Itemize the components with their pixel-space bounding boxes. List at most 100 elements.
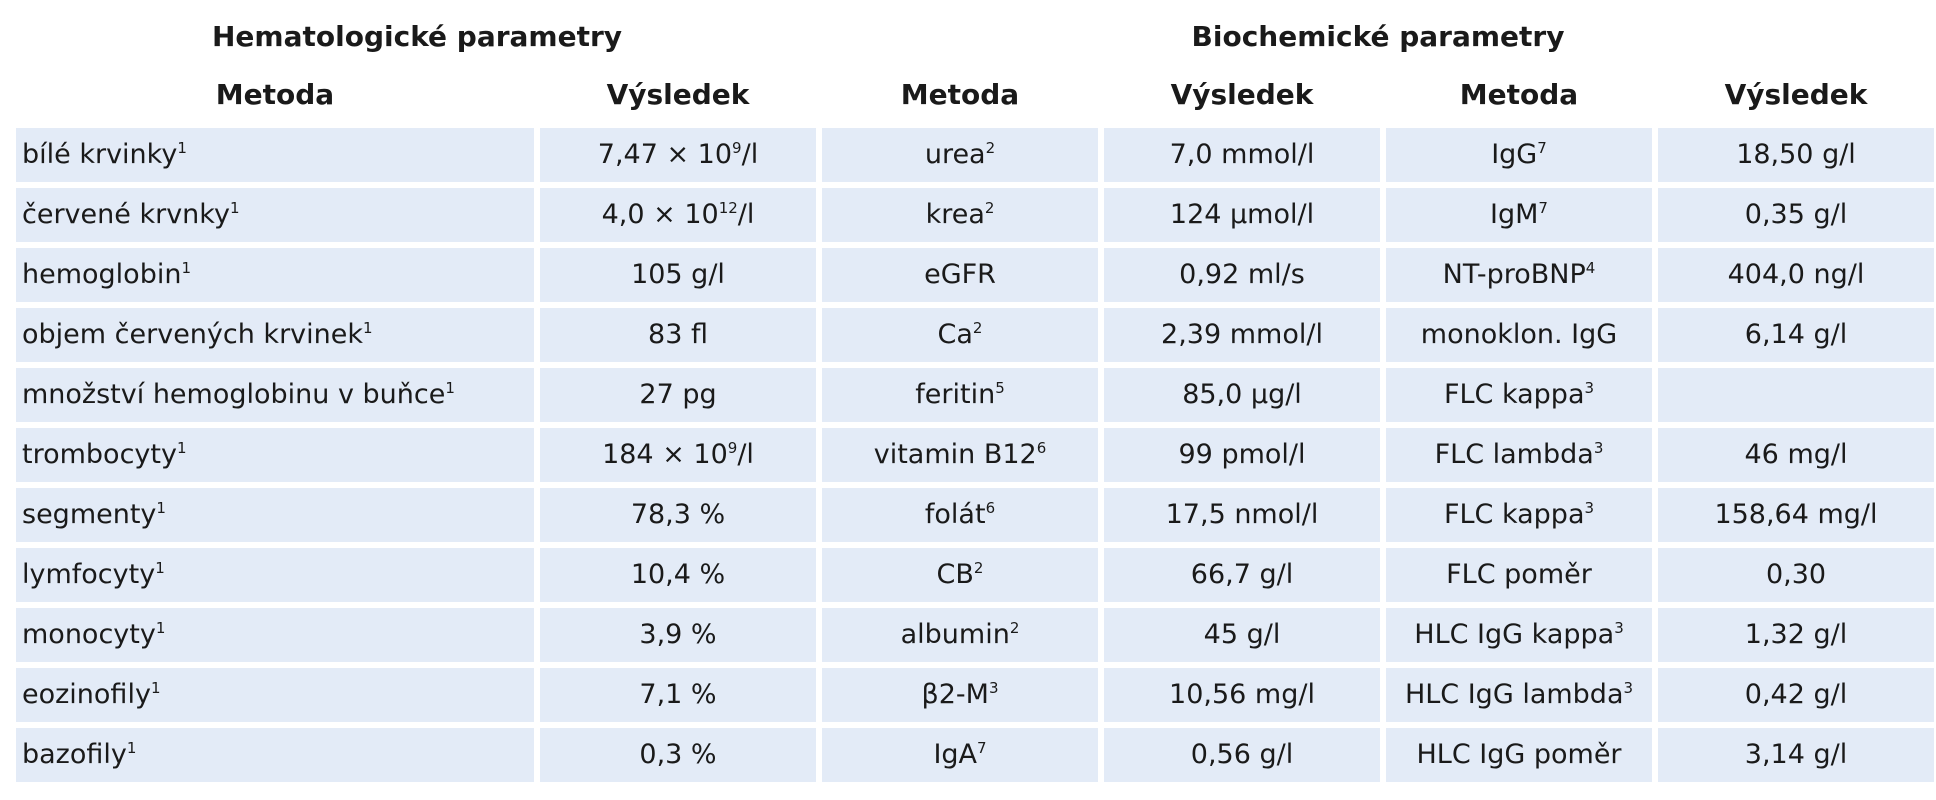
column-header-result: Výsledek	[1170, 78, 1314, 111]
table-cell-hema-method: objem červených krvinek1	[16, 308, 534, 362]
cell-text: HLC IgG poměr	[1416, 739, 1622, 770]
cell-text: 0,42 g/l	[1744, 679, 1848, 710]
cell-text: 10,56 mg/l	[1169, 679, 1315, 710]
footnote-marker: 3	[1614, 619, 1624, 637]
cell-text: 2,39 mmol/l	[1161, 319, 1323, 350]
table-cell-bio2-result: 1,32 g/l	[1658, 608, 1934, 662]
table-cell-hema-method: eozinofily1	[16, 668, 534, 722]
cell-text: folát	[924, 499, 986, 530]
cell-text: 0,35 g/l	[1744, 199, 1848, 230]
table-cell-hema-result: 4,0 × 1012/l	[540, 188, 816, 242]
cell-text: bílé krvinky	[22, 139, 178, 170]
cell-text: Ca	[937, 319, 973, 350]
cell-text: 83 fl	[648, 319, 708, 350]
cell-text: IgA	[933, 739, 978, 770]
biochemistry-section-title: Biochemické parametry	[1191, 20, 1565, 53]
table-cell-bio-result: 85,0 μg/l	[1104, 368, 1380, 422]
table-cell-hema-method: hemoglobin1	[16, 248, 534, 302]
table-cell-bio2-result: 6,14 g/l	[1658, 308, 1934, 362]
footnote-marker: 1	[176, 439, 187, 457]
table-cell-bio2-result: 3,14 g/l	[1658, 728, 1934, 782]
cell-text: urea	[924, 139, 986, 170]
column-header-result: Výsledek	[1724, 78, 1868, 111]
cell-text: HLC IgG lambda	[1404, 679, 1624, 710]
cell-text: 0,92 ml/s	[1179, 259, 1305, 290]
column-header-method: Metoda	[900, 78, 1020, 111]
lab-results-table: Hematologické parametry Biochemické para…	[16, 12, 1936, 782]
table-cell-bio-method: vitamin B126	[822, 428, 1098, 482]
cell-text: červené krvnky	[22, 199, 230, 230]
table-cell-hema-method: lymfocyty1	[16, 548, 534, 602]
cell-text: 7,0 mmol/l	[1169, 139, 1315, 170]
footnote-marker: 1	[363, 319, 373, 337]
table-cell-bio2-method: HLC IgG poměr	[1386, 728, 1652, 782]
table-cell-hema-method: bazofily1	[16, 728, 534, 782]
table-cell-hema-method: červené krvnky1	[16, 188, 534, 242]
column-header-method: Metoda	[215, 78, 335, 111]
table-cell-bio2-result: 0,35 g/l	[1658, 188, 1934, 242]
cell-text: IgM	[1490, 199, 1539, 230]
cell-text: FLC poměr	[1446, 559, 1592, 590]
table-cell-bio2-method: monoklon. IgG	[1386, 308, 1652, 362]
cell-text: množství hemoglobinu v buňce	[22, 379, 446, 410]
cell-text: lymfocyty	[22, 559, 156, 590]
cell-text: 17,5 nmol/l	[1165, 499, 1319, 530]
table-cell-bio2-method: HLC IgG kappa3	[1386, 608, 1652, 662]
cell-text: 99 pmol/l	[1178, 439, 1306, 470]
footnote-marker: 2	[985, 139, 996, 157]
footnote-marker: 1	[177, 139, 187, 157]
cell-text: 7,1 %	[639, 679, 717, 710]
table-cell-bio-method: feritin5	[822, 368, 1098, 422]
table-cell-hema-result: 83 fl	[540, 308, 816, 362]
table-cell-bio-result: 10,56 mg/l	[1104, 668, 1380, 722]
table-cell-bio-method: albumin2	[822, 608, 1098, 662]
footnote-marker: 7	[1538, 199, 1548, 217]
table-cell-bio-method: urea2	[822, 128, 1098, 182]
table-cell-bio-result: 2,39 mmol/l	[1104, 308, 1380, 362]
footnote-marker: 2	[984, 199, 995, 217]
results-grid: Hematologické parametry Biochemické para…	[16, 12, 1936, 782]
cell-text: 27 pg	[639, 379, 717, 410]
footnote-marker: 4	[1585, 259, 1596, 277]
table-cell-bio2-method: FLC kappa3	[1386, 368, 1652, 422]
footnote-marker: 2	[972, 319, 983, 337]
table-cell-bio-method: IgA7	[822, 728, 1098, 782]
cell-text: HLC IgG kappa	[1414, 619, 1615, 650]
footnote-marker: 3	[1584, 499, 1595, 517]
table-cell-hema-method: monocyty1	[16, 608, 534, 662]
table-cell-bio2-result: 0,42 g/l	[1658, 668, 1934, 722]
footnote-marker: 6	[985, 499, 996, 517]
table-cell-hema-result: 0,3 %	[540, 728, 816, 782]
table-cell-bio2-method: FLC lambda3	[1386, 428, 1652, 482]
table-cell-hema-result: 10,4 %	[540, 548, 816, 602]
cell-text: 1,32 g/l	[1744, 619, 1848, 650]
table-cell-bio-result: 124 μmol/l	[1104, 188, 1380, 242]
cell-text: IgG	[1491, 139, 1538, 170]
cell-text: FLC kappa	[1443, 379, 1585, 410]
table-cell-bio-method: folát6	[822, 488, 1098, 542]
table-cell-bio-method: Ca2	[822, 308, 1098, 362]
table-cell-bio-result: 99 pmol/l	[1104, 428, 1380, 482]
footnote-marker: 7	[977, 739, 987, 757]
table-cell-bio-method: CB2	[822, 548, 1098, 602]
table-cell-bio2-method: FLC kappa3	[1386, 488, 1652, 542]
footnote-marker: 1	[181, 259, 192, 277]
table-cell-hema-result: 27 pg	[540, 368, 816, 422]
cell-text: feritin	[915, 379, 996, 410]
footnote-marker: 12	[718, 199, 738, 217]
cell-text: 78,3 %	[630, 499, 726, 530]
cell-text: hemoglobin	[22, 259, 182, 290]
footnote-marker: 1	[229, 199, 240, 217]
cell-text: segmenty	[22, 499, 157, 530]
footnote-marker: 2	[1009, 619, 1020, 637]
table-cell-bio2-result: 404,0 ng/l	[1658, 248, 1934, 302]
column-header-result: Výsledek	[606, 78, 750, 111]
table-cell-hema-method: množství hemoglobinu v buňce1	[16, 368, 534, 422]
table-cell-bio2-method: IgM7	[1386, 188, 1652, 242]
cell-text: monocyty	[22, 619, 156, 650]
cell-text: 0,56 g/l	[1190, 739, 1294, 770]
cell-text: objem červených krvinek	[22, 319, 364, 350]
footnote-marker: 6	[1036, 439, 1047, 457]
cell-text: 10,4 %	[630, 559, 726, 590]
table-cell-hema-result: 105 g/l	[540, 248, 816, 302]
